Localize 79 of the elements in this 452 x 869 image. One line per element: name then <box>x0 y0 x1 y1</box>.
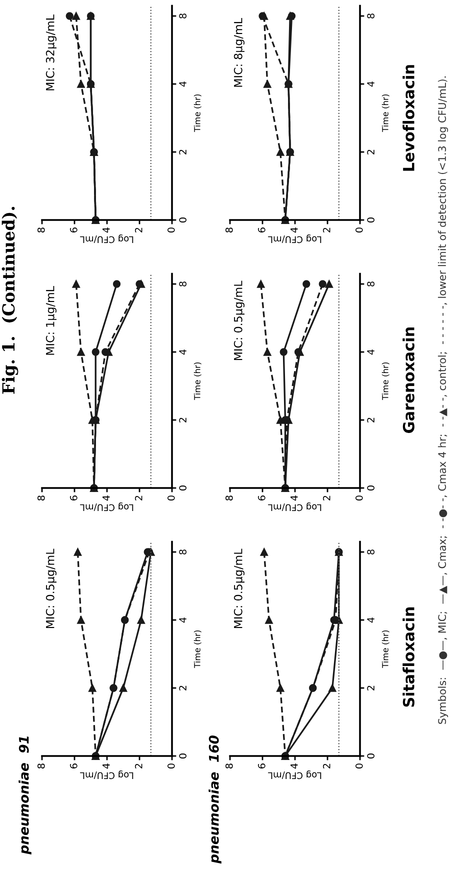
y-tick-label: 4 <box>179 617 186 623</box>
x-tick-label: 8 <box>37 496 45 500</box>
x-tick-label: 2 <box>322 496 330 500</box>
x-tick-label: 6 <box>258 496 266 500</box>
y-tick-label: 0 <box>179 218 186 222</box>
y-axis-title: Time (hr) <box>382 362 390 400</box>
x-tick-label: 4 <box>102 227 110 233</box>
x-axis-title: Log CFU/mL <box>268 770 322 780</box>
x-axis-title: Log CFU/mL <box>80 234 134 244</box>
y-tick-label: 0 <box>179 754 186 758</box>
x-axis-title: Log CFU/mL <box>268 502 322 512</box>
x-tick-label: 0 <box>167 496 175 500</box>
x-tick-label: 8 <box>225 496 233 500</box>
x-tick-label: 6 <box>70 496 78 500</box>
y-tick-label: 2 <box>367 150 374 154</box>
text: Symbols: —●—, MIC; —▲—, Cmax; - -●- -, Cmax 4 hr; - -▲- -, control; - - - - - -, lower limit of detection (<1.3 log CFU/mL). <box>438 76 448 724</box>
x-axis-title: Log CFU/mL <box>268 234 322 244</box>
x-tick-label: 8 <box>37 228 45 232</box>
y-tick-label: 8 <box>179 282 186 286</box>
annotation: MIC: 0.5μg/mL <box>234 280 244 360</box>
y-tick-label: 2 <box>179 418 186 422</box>
caption: Fig. 1. (Continued). <box>2 206 18 394</box>
x-tick-label: 8 <box>225 764 233 768</box>
x-tick-label: 8 <box>37 764 45 768</box>
y-tick-label: 2 <box>179 686 186 690</box>
y-tick-label: 4 <box>367 349 374 355</box>
annotation: MIC: 0.5μg/mL <box>46 548 56 628</box>
y-tick-label: 8 <box>367 550 374 554</box>
annotation: MIC: 1μg/mL <box>46 286 56 355</box>
y-tick-label: 8 <box>367 282 374 286</box>
annotation: MIC: 0.5μg/mL <box>234 548 244 628</box>
y-axis-title: Time (hr) <box>194 94 202 132</box>
x-tick-label: 2 <box>134 496 142 500</box>
text: pneumoniae 160 <box>208 735 222 864</box>
x-tick-label: 2 <box>322 228 330 232</box>
x-tick-label: 0 <box>355 228 363 232</box>
x-tick-label: 4 <box>290 227 298 233</box>
x-tick-label: 6 <box>258 228 266 232</box>
x-tick-label: 4 <box>290 763 298 769</box>
y-axis-title: Time (hr) <box>194 362 202 400</box>
x-tick-label: 0 <box>355 764 363 768</box>
x-axis-title: Log CFU/mL <box>80 770 134 780</box>
x-tick-label: 0 <box>167 764 175 768</box>
text: Garenoxacin <box>402 327 414 433</box>
text: pneumoniae 91 <box>18 736 32 854</box>
y-axis-title: Time (hr) <box>382 94 390 132</box>
y-tick-label: 0 <box>367 218 374 222</box>
x-tick-label: 6 <box>258 764 266 768</box>
y-tick-label: 8 <box>179 550 186 554</box>
x-tick-label: 2 <box>134 764 142 768</box>
annotation: MIC: 8μg/mL <box>234 18 244 87</box>
y-axis-title: Time (hr) <box>194 630 202 668</box>
y-tick-label: 0 <box>179 486 186 490</box>
y-tick-label: 4 <box>179 81 186 87</box>
y-tick-label: 2 <box>179 150 186 154</box>
y-tick-label: 2 <box>367 418 374 422</box>
annotation: MIC: 32μg/mL <box>46 14 56 90</box>
y-tick-label: 2 <box>367 686 374 690</box>
x-tick-label: 4 <box>102 495 110 501</box>
y-tick-label: 4 <box>179 349 186 355</box>
x-tick-label: 2 <box>322 764 330 768</box>
x-tick-label: 0 <box>355 496 363 500</box>
y-tick-label: 4 <box>367 617 374 623</box>
x-tick-label: 0 <box>167 228 175 232</box>
x-tick-label: 6 <box>70 764 78 768</box>
x-tick-label: 8 <box>225 228 233 232</box>
x-axis-title: Log CFU/mL <box>80 502 134 512</box>
y-tick-label: 0 <box>367 486 374 490</box>
x-tick-label: 4 <box>290 495 298 501</box>
y-tick-label: 4 <box>367 81 374 87</box>
x-tick-label: 6 <box>70 228 78 232</box>
y-tick-label: 8 <box>367 14 374 18</box>
x-tick-label: 4 <box>102 763 110 769</box>
x-tick-label: 2 <box>134 228 142 232</box>
y-tick-label: 0 <box>367 754 374 758</box>
text: Levofloxacin <box>402 65 414 171</box>
y-axis-title: Time (hr) <box>382 630 390 668</box>
text: Sitafloxacin <box>402 607 414 707</box>
y-tick-label: 8 <box>179 14 186 18</box>
